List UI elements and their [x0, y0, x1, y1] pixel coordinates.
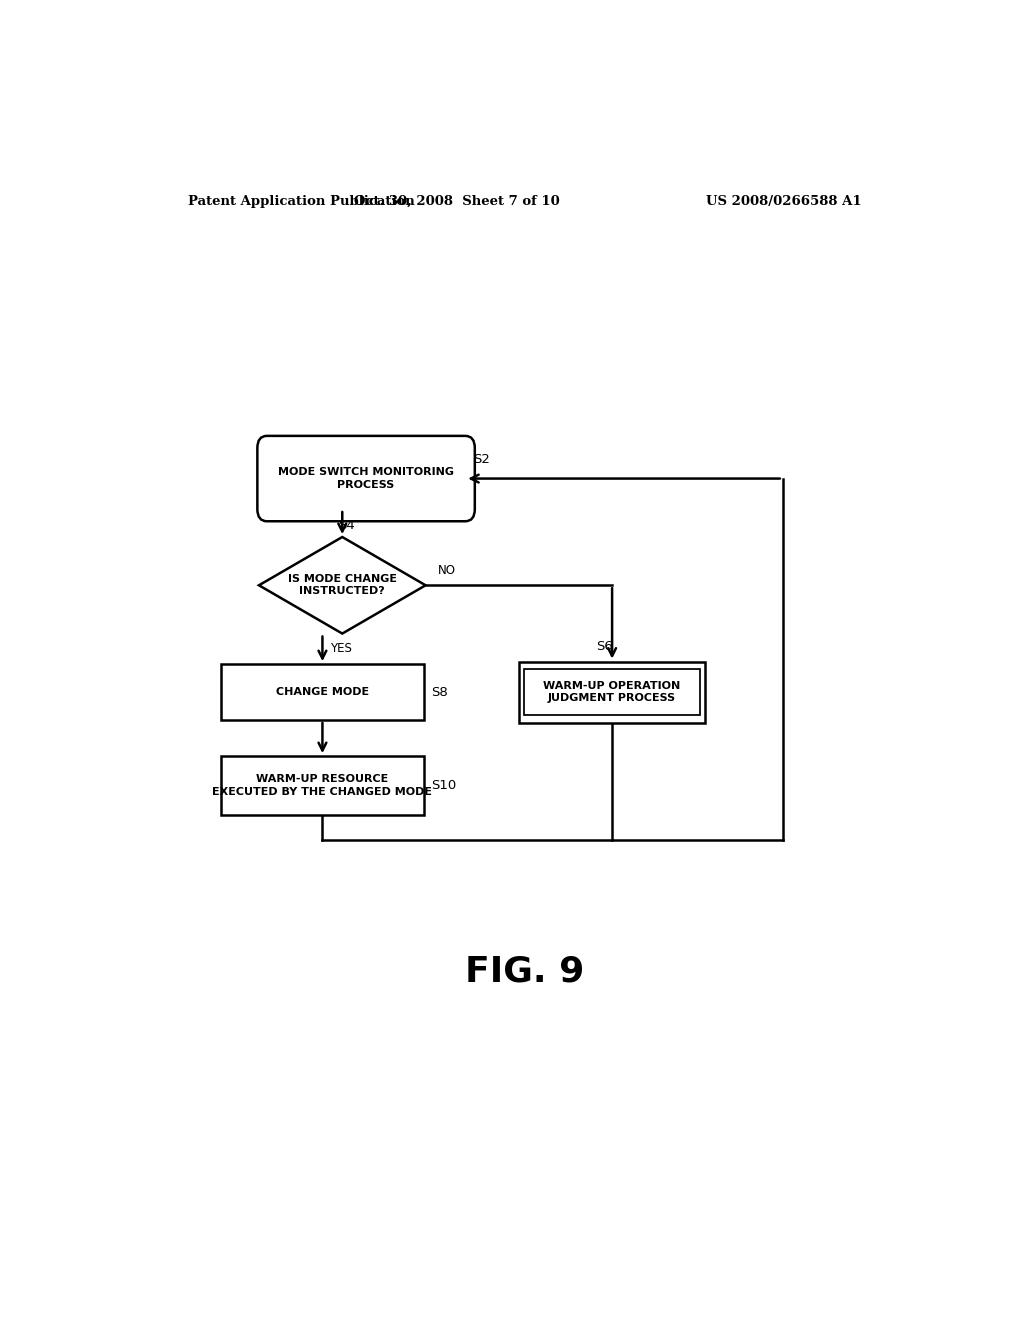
Bar [524, 669, 699, 715]
Text: S6: S6 [596, 640, 613, 653]
Bar [221, 756, 424, 814]
Text: YES: YES [331, 643, 352, 655]
Text: MODE SWITCH MONITORING
PROCESS: MODE SWITCH MONITORING PROCESS [279, 467, 454, 490]
Text: WARM-UP OPERATION
JUDGMENT PROCESS: WARM-UP OPERATION JUDGMENT PROCESS [544, 681, 681, 704]
Text: Oct. 30, 2008  Sheet 7 of 10: Oct. 30, 2008 Sheet 7 of 10 [354, 194, 560, 207]
Text: S4: S4 [338, 520, 355, 532]
Text: S10: S10 [431, 779, 457, 792]
Text: WARM-UP RESOURCE
EXECUTED BY THE CHANGED MODE: WARM-UP RESOURCE EXECUTED BY THE CHANGED… [212, 775, 432, 797]
Text: S8: S8 [431, 685, 449, 698]
Text: NO: NO [437, 564, 456, 577]
Text: S2: S2 [473, 453, 490, 466]
Text: Patent Application Publication: Patent Application Publication [187, 194, 415, 207]
Text: FIG. 9: FIG. 9 [465, 954, 585, 989]
Bar [519, 661, 706, 722]
Bar [221, 664, 424, 719]
Text: IS MODE CHANGE
INSTRUCTED?: IS MODE CHANGE INSTRUCTED? [288, 574, 396, 597]
Polygon shape [259, 537, 426, 634]
Text: US 2008/0266588 A1: US 2008/0266588 A1 [707, 194, 862, 207]
FancyBboxPatch shape [257, 436, 475, 521]
Text: CHANGE MODE: CHANGE MODE [275, 686, 369, 697]
